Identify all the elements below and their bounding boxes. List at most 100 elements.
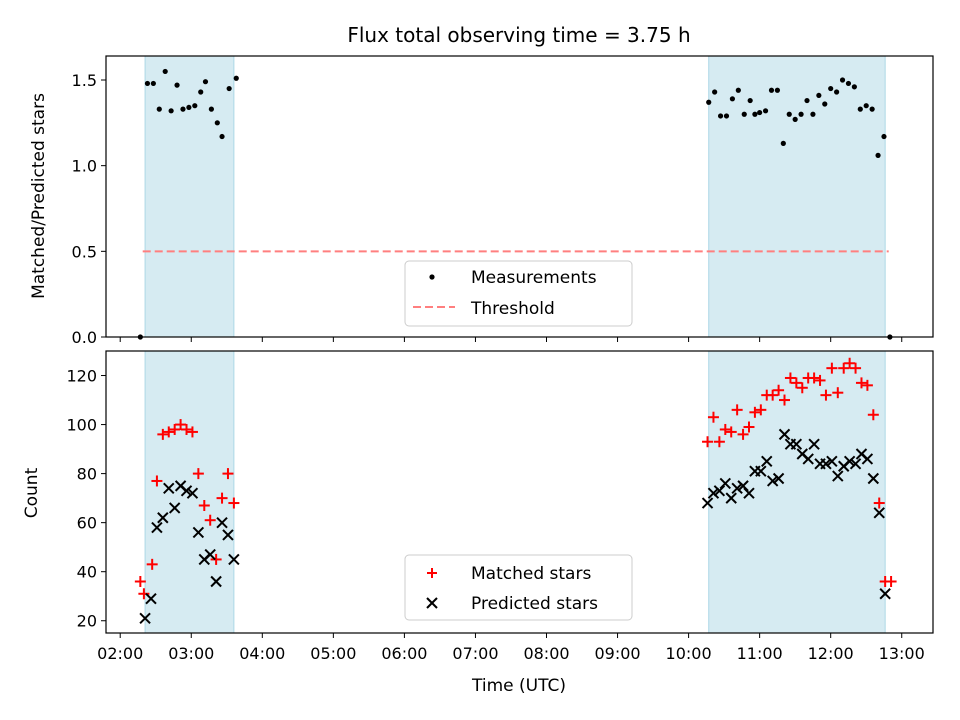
matched-star-point-39	[832, 387, 844, 399]
chart-title: Flux total observing time = 3.75 h	[347, 23, 690, 47]
predicted-x-b	[163, 482, 175, 495]
matched-star-point-37	[820, 389, 832, 401]
legend-measurements-label: Measurements	[471, 268, 597, 288]
matched-star-point-10	[192, 468, 204, 480]
bottom-panel: 20 40 60 80 100 120 02:00 03:00 04:00 05:00 06:00…	[22, 350, 934, 696]
predicted-star-point-1	[145, 592, 157, 605]
measurement-point-32	[792, 116, 798, 122]
predicted-star-point-46	[879, 588, 891, 600]
measurement-point-19	[717, 113, 724, 119]
predicted-star-point-21	[731, 482, 743, 495]
predicted-x-b	[826, 455, 838, 468]
measurement-point-3	[156, 106, 162, 112]
predicted-star-point-3	[157, 512, 169, 524]
predicted-x-b	[743, 487, 755, 499]
measurement-point-15	[226, 85, 232, 92]
measurement-point-38	[828, 85, 834, 92]
top-y-tick-label-0: 0.0	[72, 328, 97, 347]
matched-star-point-0	[134, 576, 146, 588]
measurement-point-5	[168, 108, 174, 114]
measurement-point-46	[875, 152, 881, 158]
predicted-x-b	[796, 448, 808, 460]
predicted-x-b	[145, 592, 157, 605]
legend-predicted-label: Predicted stars	[471, 594, 598, 614]
predicted-x-b	[755, 465, 767, 477]
top-y-tick-label-3: 1.5	[72, 71, 97, 90]
top-x-ticks	[119, 337, 903, 342]
predicted-x-b	[879, 588, 891, 600]
matched-star-point-33	[796, 382, 808, 394]
measurement-point-27	[762, 108, 769, 114]
predicted-star-point-22	[737, 480, 749, 492]
bottom-y-tick-label-2: 60	[77, 514, 97, 533]
bottom-x-tick-label-0: 02:00	[97, 644, 143, 663]
matched-star-point-20	[719, 423, 731, 435]
bottom-y-tick-label-5: 120	[66, 367, 97, 386]
matched-star-point-32	[790, 377, 802, 389]
matched-star-point-28	[767, 389, 779, 401]
bottom-x-tick-label-8: 10:00	[666, 644, 712, 663]
predicted-star-point-45	[873, 507, 885, 519]
predicted-x-b	[180, 485, 193, 497]
measurement-point-40	[839, 77, 846, 83]
predicted-star-point-26	[761, 455, 773, 468]
matched-star-point-26	[755, 404, 767, 416]
matched-star-point-5	[163, 426, 175, 438]
matched-star-point-42	[850, 362, 862, 374]
predicted-x-b	[707, 487, 720, 499]
measurement-point-31	[786, 111, 792, 117]
matched-star-point-4	[157, 428, 169, 440]
predicted-star-point-17	[707, 487, 720, 499]
predicted-star-point-18	[713, 485, 726, 497]
predicted-star-point-5	[168, 502, 181, 514]
measurement-point-8	[186, 104, 192, 111]
measurement-point-11	[202, 79, 209, 85]
bottom-x-tick-label-7: 09:00	[594, 644, 640, 663]
bottom-shaded-region-0	[144, 350, 235, 634]
matched-star-point-30	[779, 394, 791, 406]
bottom-shaded-region-1	[708, 350, 886, 634]
predicted-x-b	[790, 438, 803, 450]
predicted-x-b	[737, 480, 749, 492]
predicted-x-b	[731, 482, 743, 495]
predicted-star-point-11	[204, 548, 216, 561]
measurement-point-37	[822, 101, 828, 107]
predicted-x-b	[222, 529, 234, 541]
measurement-point-17	[706, 99, 712, 105]
bottom-legend: Matched stars Predicted stars	[404, 554, 633, 621]
measurement-point-22	[735, 87, 741, 93]
measurement-point-25	[752, 111, 758, 117]
matched-star-point-2	[146, 558, 158, 570]
matched-star-point-12	[204, 514, 216, 526]
matched-star-point-38	[826, 362, 838, 374]
predicted-x-b	[192, 526, 205, 539]
predicted-star-point-0	[139, 612, 151, 624]
top-legend-box	[404, 260, 633, 327]
predicted-x-b	[867, 472, 880, 485]
bottom-x-tick-label-6: 08:00	[523, 644, 569, 663]
measurement-point-4	[162, 68, 168, 75]
predicted-x-b	[849, 458, 862, 470]
predicted-star-point-38	[832, 470, 844, 482]
top-shaded-region-0	[144, 55, 235, 338]
matched-star-point-13	[210, 553, 222, 565]
predicted-star-point-34	[808, 438, 820, 450]
predicted-star-point-36	[820, 458, 832, 470]
measurement-point-30	[780, 140, 786, 146]
predicted-x-b	[719, 477, 732, 490]
matched-star-point-18	[707, 411, 719, 423]
bottom-x-tick-label-2: 04:00	[239, 644, 285, 663]
matched-star-point-25	[749, 406, 761, 418]
measurement-point-33	[798, 111, 804, 117]
measurement-point-23	[741, 111, 747, 117]
predicted-star-point-40	[843, 455, 856, 468]
bottom-x-tick-label-4: 06:00	[381, 644, 427, 663]
predicted-x-b	[772, 472, 785, 485]
measurement-point-26	[757, 109, 763, 116]
matched-star-point-41	[844, 357, 856, 369]
predicted-star-point-37	[826, 455, 838, 468]
top-y-axis: 0.0 0.5 1.0 1.5	[72, 71, 106, 347]
matched-star-point-17	[702, 436, 714, 448]
bottom-y-tick-label-1: 40	[77, 563, 97, 582]
top-y-axis-label: Matched/Predicted stars	[29, 93, 49, 299]
